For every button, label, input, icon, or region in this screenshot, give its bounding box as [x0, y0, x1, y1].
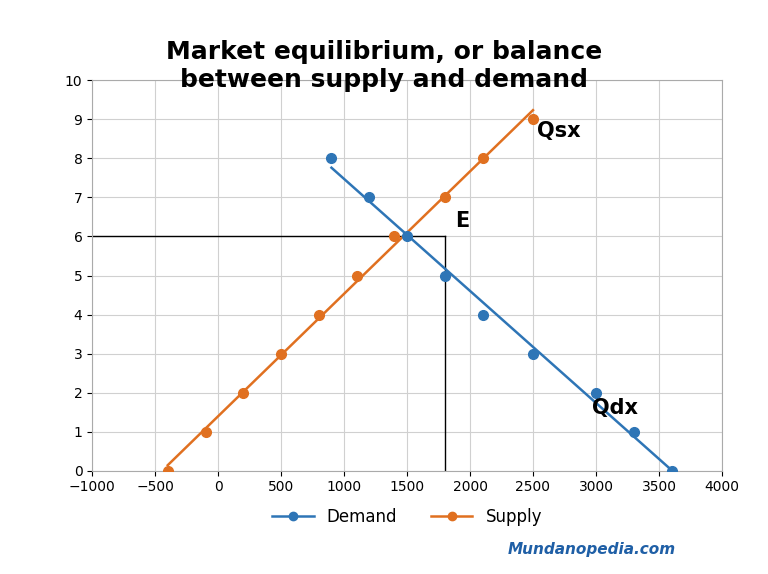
- Text: Qsx: Qsx: [537, 121, 581, 141]
- Legend: Demand, Supply: Demand, Supply: [265, 501, 549, 533]
- Text: Market equilibrium, or balance
between supply and demand: Market equilibrium, or balance between s…: [166, 40, 602, 92]
- Text: E: E: [455, 211, 469, 231]
- Text: Qdx: Qdx: [592, 398, 638, 418]
- Text: Mundanopedia.com: Mundanopedia.com: [508, 542, 676, 557]
